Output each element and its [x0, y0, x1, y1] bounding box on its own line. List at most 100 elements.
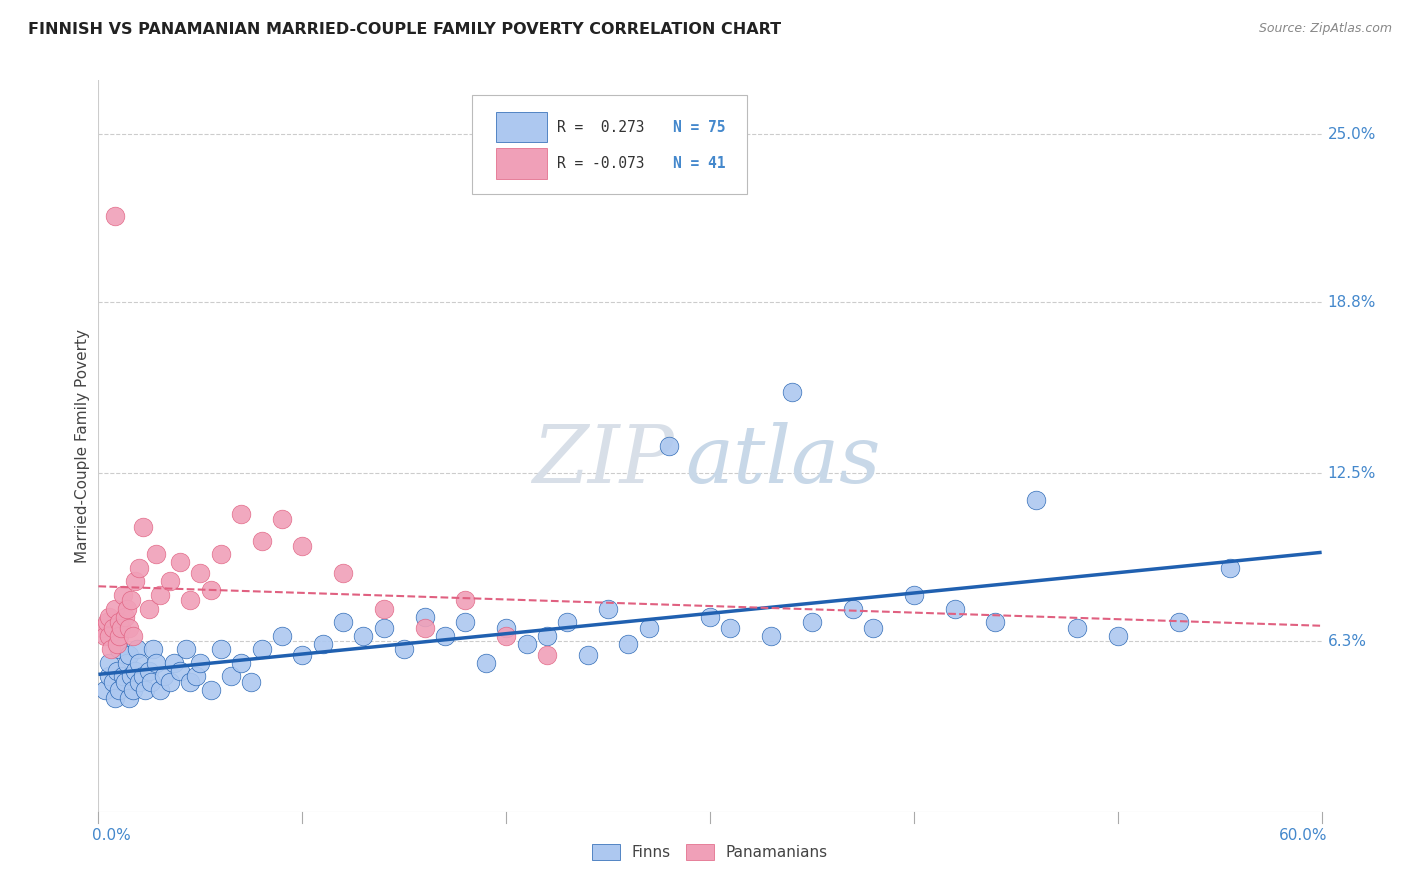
Point [115, 656, 138, 670]
Point [169, 556, 191, 570]
Point [108, 615, 131, 629]
Point [118, 620, 141, 634]
Text: 60.0%: 60.0% [1279, 828, 1327, 843]
Point [97, 669, 120, 683]
Point [332, 615, 354, 629]
Point [96, 615, 118, 629]
Point [200, 582, 222, 597]
Point [120, 669, 142, 683]
Point [132, 520, 155, 534]
Point [209, 547, 232, 561]
Point [122, 682, 145, 697]
Point [231, 507, 253, 521]
Point [105, 664, 128, 678]
Point [1025, 493, 1047, 508]
Point [97, 609, 120, 624]
Point [101, 674, 124, 689]
Point [801, 615, 824, 629]
Point [1107, 629, 1129, 643]
Point [120, 593, 142, 607]
Text: N = 75: N = 75 [673, 120, 725, 135]
Point [149, 682, 172, 697]
Point [231, 656, 253, 670]
Point [495, 629, 517, 643]
Point [332, 566, 354, 581]
Point [219, 669, 242, 683]
Point [111, 588, 134, 602]
Point [132, 669, 155, 683]
Point [141, 674, 163, 689]
Point [516, 637, 538, 651]
Point [108, 642, 131, 657]
Point [434, 629, 457, 643]
Point [174, 642, 197, 657]
Point [862, 620, 884, 634]
Point [188, 566, 212, 581]
Point [943, 601, 966, 615]
Point [1167, 615, 1189, 629]
Point [536, 629, 558, 643]
Text: atlas: atlas [686, 422, 882, 500]
Point [152, 669, 174, 683]
Point [413, 620, 436, 634]
Point [598, 601, 620, 615]
Point [97, 629, 120, 643]
Point [169, 664, 191, 678]
Point [108, 682, 131, 697]
Point [128, 656, 150, 670]
Y-axis label: Married-Couple Family Poverty: Married-Couple Family Poverty [75, 329, 90, 563]
Point [145, 656, 167, 670]
Text: R = -0.073: R = -0.073 [557, 156, 644, 171]
Point [454, 593, 477, 607]
FancyBboxPatch shape [496, 112, 547, 143]
Point [699, 609, 721, 624]
Point [128, 561, 150, 575]
Point [100, 642, 122, 657]
Text: FINNISH VS PANAMANIAN MARRIED-COUPLE FAMILY POVERTY CORRELATION CHART: FINNISH VS PANAMANIAN MARRIED-COUPLE FAM… [28, 22, 782, 37]
Point [576, 648, 599, 662]
Point [111, 669, 134, 683]
Point [108, 629, 131, 643]
Point [138, 664, 160, 678]
Point [270, 629, 294, 643]
Point [373, 601, 395, 615]
Point [115, 601, 138, 615]
Point [97, 656, 120, 670]
Legend: Finns, Panamanians: Finns, Panamanians [586, 838, 834, 866]
Text: 0.0%: 0.0% [93, 828, 131, 843]
Point [127, 642, 149, 657]
Point [312, 637, 335, 651]
Point [104, 601, 127, 615]
Point [179, 593, 201, 607]
Point [373, 620, 395, 634]
Point [163, 656, 186, 670]
Point [145, 547, 167, 561]
Point [124, 664, 146, 678]
Point [291, 648, 314, 662]
Point [250, 533, 273, 548]
Point [122, 629, 145, 643]
Point [110, 620, 132, 634]
Point [780, 384, 803, 399]
Point [159, 574, 181, 589]
Point [841, 601, 863, 615]
Point [209, 642, 232, 657]
Point [179, 674, 201, 689]
Text: 25.0%: 25.0% [1327, 127, 1376, 142]
Point [128, 674, 150, 689]
Point [536, 648, 558, 662]
Point [270, 512, 294, 526]
Point [761, 629, 783, 643]
FancyBboxPatch shape [471, 95, 747, 194]
Point [134, 682, 156, 697]
Point [250, 642, 273, 657]
Point [159, 674, 181, 689]
FancyBboxPatch shape [496, 148, 547, 179]
Point [555, 615, 579, 629]
Text: 6.3%: 6.3% [1327, 633, 1367, 648]
Point [1219, 561, 1241, 575]
Text: R =  0.273: R = 0.273 [557, 120, 644, 135]
Point [617, 637, 640, 651]
Point [118, 690, 141, 705]
Point [903, 588, 925, 602]
